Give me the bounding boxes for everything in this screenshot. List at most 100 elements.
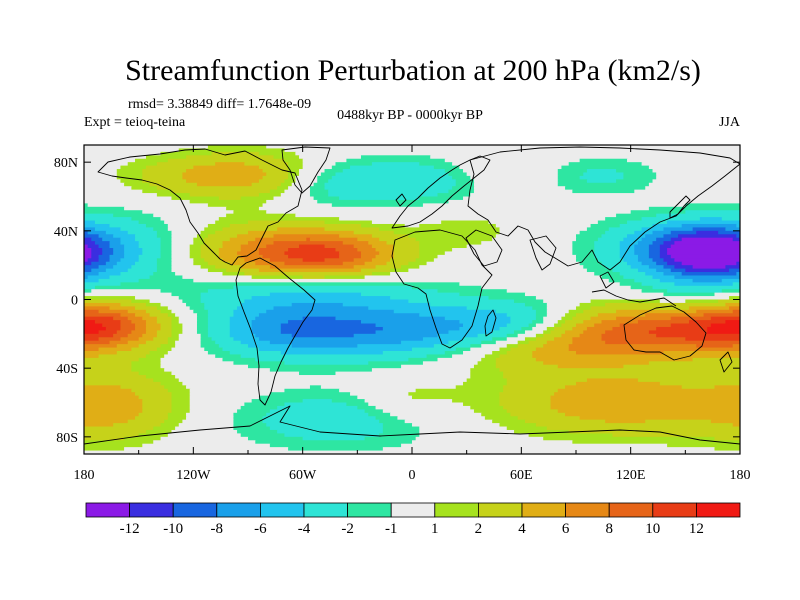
contour-cell	[685, 268, 730, 273]
contour-cell	[390, 268, 409, 273]
contour-cell	[84, 320, 96, 325]
contour-cell	[543, 344, 570, 349]
contour-cell	[233, 210, 267, 215]
contour-cell	[160, 217, 220, 222]
contour-cell	[404, 223, 420, 228]
contour-cell	[138, 371, 173, 376]
contour-cell	[710, 419, 740, 424]
contour-cell	[142, 409, 173, 414]
contour-cell	[171, 392, 191, 397]
contour-cell	[328, 193, 439, 198]
contour-cell	[594, 248, 621, 253]
contour-cell	[401, 364, 475, 369]
contour-cell	[572, 241, 595, 246]
contour-cell	[145, 330, 158, 335]
contour-cell	[116, 169, 143, 174]
contour-cell	[84, 182, 125, 187]
contour-cell	[634, 278, 661, 283]
contour-cell	[124, 251, 143, 256]
contour-cell	[484, 416, 519, 421]
contour-cell	[550, 330, 566, 335]
coastline-indonesia	[591, 271, 677, 307]
contour-cell	[142, 405, 173, 410]
contour-cell	[164, 385, 187, 390]
contour-cell	[499, 392, 555, 397]
contour-cell	[408, 392, 501, 397]
contour-cell	[84, 223, 111, 228]
contour-cell	[120, 241, 140, 246]
contour-cell	[277, 429, 384, 434]
contour-cell	[193, 165, 260, 170]
contour-cell	[277, 186, 289, 191]
contour-cell	[84, 155, 147, 160]
contour-cell	[160, 364, 249, 369]
contour-cell	[280, 330, 377, 335]
contour-cell	[142, 172, 183, 177]
contour-cell	[630, 285, 654, 290]
contour-cell	[156, 265, 173, 270]
contour-cell	[565, 186, 646, 191]
contour-cell	[532, 320, 544, 325]
colorbar-label: -10	[163, 521, 183, 537]
contour-cell	[637, 258, 654, 263]
contour-cell	[579, 261, 603, 266]
colorbar-label: 4	[518, 521, 526, 537]
contour-cell	[594, 244, 621, 249]
contour-cell	[178, 148, 286, 153]
contour-cell	[729, 296, 740, 301]
contour-cell	[419, 254, 439, 259]
contour-cell	[342, 169, 446, 174]
contour-cell	[109, 306, 136, 311]
contour-cell	[732, 423, 740, 428]
contour-cell	[707, 326, 740, 331]
contour-cell	[269, 443, 402, 448]
contour-cell	[171, 241, 194, 246]
contour-cell	[572, 340, 606, 345]
stats-text: rmsd= 3.38849 diff= 1.7648e-09	[128, 97, 311, 112]
contour-cell	[251, 323, 282, 328]
season-text: JJA	[719, 115, 741, 130]
contour-cell	[619, 244, 635, 249]
coastline-new-zealand	[719, 351, 733, 373]
contour-cell	[273, 241, 344, 246]
contour-cell	[84, 316, 114, 321]
contour-cell	[648, 254, 661, 259]
contour-cell	[171, 258, 194, 263]
contour-cell	[375, 265, 402, 270]
contour-cell	[565, 412, 740, 417]
contour-cell	[652, 241, 665, 246]
contour-cell	[87, 244, 100, 249]
contour-cell	[84, 337, 100, 342]
contour-cell	[586, 326, 614, 331]
colorbar-label: 8	[605, 521, 613, 537]
contour-cell	[663, 241, 675, 246]
contour-cell	[207, 145, 267, 150]
contour-cell	[127, 162, 158, 167]
contour-cell	[597, 220, 628, 225]
contour-cell	[408, 261, 428, 266]
colorbar-label: -1	[385, 521, 398, 537]
contour-cell	[535, 347, 570, 352]
contour-cell	[127, 268, 158, 273]
contour-cell	[167, 337, 180, 342]
contour-cell	[84, 292, 173, 297]
contour-cell	[229, 316, 256, 321]
contour-cell	[98, 330, 118, 335]
contour-cell	[412, 347, 457, 352]
contour-cell	[342, 241, 369, 246]
contour-cell	[255, 333, 293, 338]
contour-cell	[138, 244, 162, 249]
contour-cell	[659, 254, 672, 259]
contour-cell	[178, 378, 468, 383]
contour-cell	[619, 223, 654, 228]
contour-cell	[368, 361, 424, 366]
contour-cell	[597, 237, 624, 242]
contour-cell	[605, 340, 740, 345]
contour-cell	[484, 354, 501, 359]
contour-cell	[120, 385, 165, 390]
contour-cell	[619, 254, 639, 259]
contour-cell	[160, 248, 173, 253]
contour-cell	[262, 419, 380, 424]
contour-cell	[84, 426, 154, 431]
contour-cell	[605, 419, 646, 424]
